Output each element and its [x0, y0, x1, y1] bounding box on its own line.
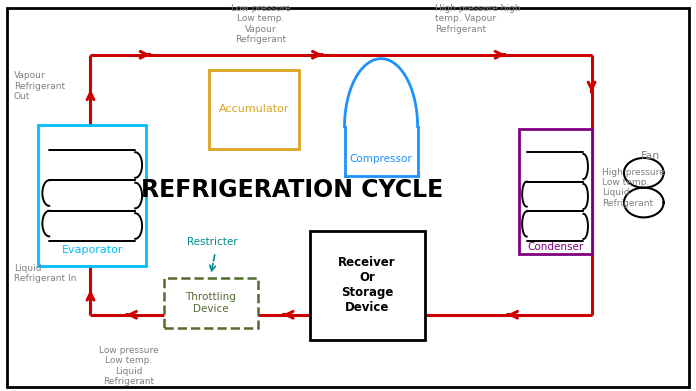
- Text: Vapour
Refrigerant
Out: Vapour Refrigerant Out: [14, 71, 65, 101]
- Text: High pressure
Low temp.
Liquid
Refrigerant: High pressure Low temp. Liquid Refrigera…: [602, 168, 665, 208]
- Text: Restricter: Restricter: [187, 237, 237, 248]
- Text: Fan: Fan: [641, 151, 661, 161]
- FancyBboxPatch shape: [209, 70, 299, 149]
- Text: Evaporator: Evaporator: [61, 245, 123, 255]
- FancyBboxPatch shape: [310, 231, 425, 340]
- FancyBboxPatch shape: [519, 129, 592, 254]
- Text: Accumulator: Accumulator: [219, 104, 290, 115]
- Text: Liquid
Refrigerant In: Liquid Refrigerant In: [14, 264, 77, 283]
- Text: Low pressure
Low temp.
Liquid
Refrigerant: Low pressure Low temp. Liquid Refrigeran…: [99, 346, 159, 386]
- Text: High pressure high
temp. Vapour
Refrigerant: High pressure high temp. Vapour Refriger…: [435, 4, 521, 34]
- Text: Receiver
Or
Storage
Device: Receiver Or Storage Device: [338, 256, 396, 314]
- Text: Low pressure
Low temp.
Vapour
Refrigerant: Low pressure Low temp. Vapour Refrigeran…: [231, 4, 291, 44]
- FancyBboxPatch shape: [7, 8, 689, 387]
- Text: REFRIGERATION CYCLE: REFRIGERATION CYCLE: [141, 178, 443, 202]
- FancyBboxPatch shape: [164, 278, 258, 328]
- Text: Compressor: Compressor: [349, 154, 413, 164]
- FancyBboxPatch shape: [38, 125, 146, 266]
- Text: Throttling
Device: Throttling Device: [185, 292, 236, 314]
- Text: Condenser: Condenser: [527, 242, 583, 252]
